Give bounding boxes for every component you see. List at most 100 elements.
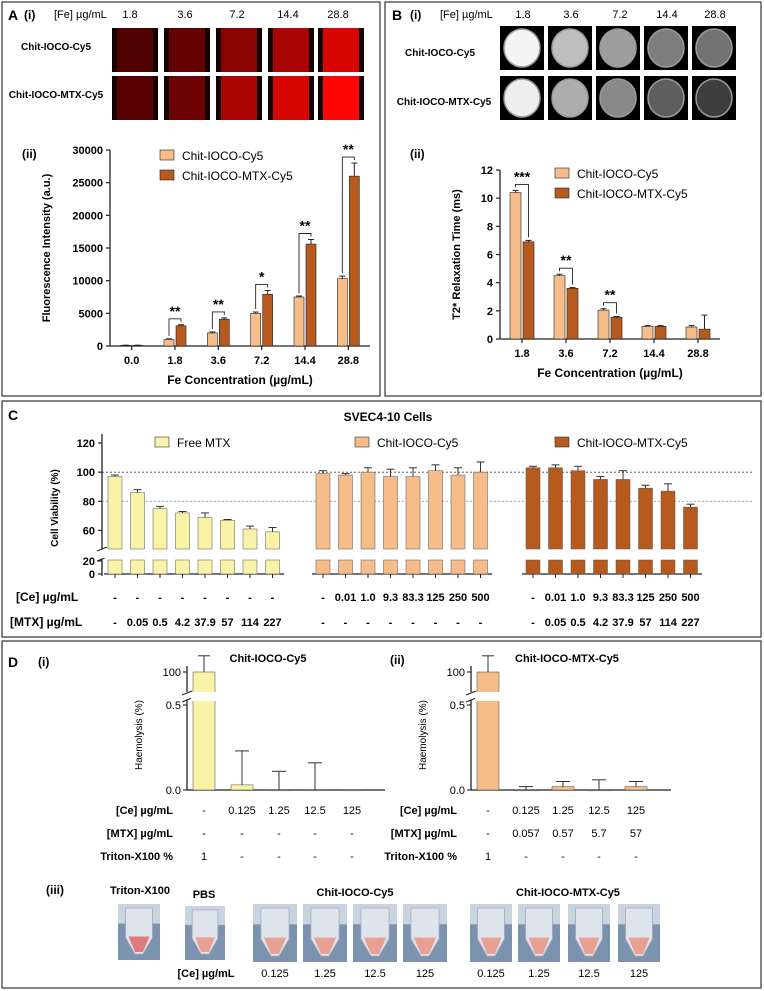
tile-edge-right — [205, 76, 210, 120]
bar-lower-segment — [242, 559, 258, 575]
bar-sample — [230, 784, 254, 791]
mtx-row-label: [MTX] µg/mL — [10, 615, 82, 629]
panel-a-frame — [1, 1, 381, 397]
tile-edge-left — [164, 76, 169, 120]
bar-lower-segment — [473, 559, 488, 575]
mtx-value: - — [240, 828, 244, 840]
ce-value: 125 — [343, 805, 361, 817]
bar-cy5 — [383, 476, 398, 550]
bar-mtx-cy5 — [349, 175, 360, 347]
tile-edge-right — [205, 28, 210, 72]
x-tick-label: 1.8 — [514, 348, 529, 360]
y-tick-label: 120 — [77, 438, 95, 450]
mtx-value: 0.05 — [545, 617, 566, 629]
bar-mtx-cy5 — [660, 490, 676, 550]
bar-cy5 — [428, 470, 443, 550]
axis-break — [181, 690, 193, 696]
ce-value: - — [203, 592, 207, 604]
x-tick-label: 1.8 — [167, 355, 182, 367]
bar-free-mtx — [107, 476, 123, 550]
triton-value: 1 — [201, 851, 207, 863]
bar-lower-segment — [525, 559, 541, 575]
bar-cy5 — [553, 275, 566, 340]
mtx-value: 114 — [241, 617, 260, 629]
bar-sample — [624, 786, 648, 791]
fluorescence-tile — [318, 28, 364, 72]
mtx-value: 0.05 — [127, 617, 148, 629]
triton-tube-liquid — [128, 936, 150, 952]
triton-value: - — [313, 851, 317, 863]
bar-sample — [340, 789, 364, 792]
axis-break — [96, 546, 108, 552]
bar-mtx-cy5 — [262, 294, 273, 347]
bar-lower-segment — [428, 559, 443, 575]
fluorescence-tile — [112, 28, 158, 72]
ce-value: 9.3 — [593, 592, 608, 604]
bar-cy5 — [685, 326, 698, 340]
panel-c-frame — [1, 400, 762, 638]
tube-label-group1: Chit-IOCO-Cy5 — [317, 887, 394, 899]
bar-lower-segment — [683, 559, 698, 575]
axis-break-gap — [475, 692, 501, 701]
triton-value: - — [350, 851, 354, 863]
x-tick-label: 7.2 — [602, 348, 617, 360]
tile-edge-left — [164, 28, 169, 72]
tube-conc-label: 12.5 — [578, 968, 599, 980]
y-tick-label: 0.5 — [450, 700, 465, 712]
bar-mtx-cy5 — [548, 467, 563, 550]
mtx-value: 57 — [630, 828, 642, 840]
panel-b-frame — [384, 1, 762, 397]
significance-marker: *** — [514, 168, 531, 184]
x-tick-label: 14.4 — [643, 348, 665, 360]
bar-cy5 — [315, 473, 331, 550]
ce-value: - — [113, 592, 117, 604]
fluorescence-tile — [164, 28, 210, 72]
ce-value: - — [202, 805, 206, 817]
fluorescence-tile — [164, 76, 210, 120]
bar-cy5 — [509, 192, 522, 340]
panel-d-letter: D — [8, 654, 18, 670]
bar-lower-segment — [405, 559, 421, 575]
tube-ce-label: [Ce] µg/mL — [177, 968, 234, 980]
y-tick-label: 15000 — [72, 243, 103, 255]
legend-label: Free MTX — [177, 436, 230, 450]
legend-label: Chit-IOCO-Cy5 — [182, 149, 264, 163]
ce-value: 0.01 — [545, 592, 566, 604]
tile-edge-right — [257, 76, 262, 120]
axis-break-gap — [191, 692, 217, 701]
tube-conc-label: 0.125 — [261, 968, 289, 980]
axis-break — [465, 697, 477, 703]
significance-marker: ** — [605, 287, 616, 303]
panel-a-sub-i: (i) — [24, 8, 35, 22]
tile-edge-right — [153, 28, 158, 72]
ce-value: 250 — [659, 592, 677, 604]
mri-phantom — [695, 28, 733, 68]
tube-label-group2: Chit-IOCO-MTX-Cy5 — [516, 887, 620, 899]
significance-bracket — [255, 284, 269, 310]
significance-bracket — [603, 302, 617, 314]
legend-swatch — [554, 436, 570, 448]
significance-marker: ** — [561, 252, 572, 268]
mtx-value: 0.5 — [570, 617, 585, 629]
x-tick-label: 0.0 — [124, 355, 139, 367]
panel-b-conc-label: 28.8 — [704, 9, 725, 21]
bar-lower-segment — [660, 559, 676, 575]
tube-conc-label: 125 — [416, 968, 434, 980]
mtx-value: - — [202, 828, 206, 840]
significance-marker: ** — [343, 141, 354, 157]
ce-value: - — [271, 592, 275, 604]
bar-mtx-cy5 — [638, 487, 653, 550]
mtx-value: 227 — [263, 617, 281, 629]
mtx-value: - — [350, 828, 354, 840]
significance-bracket — [168, 318, 182, 336]
mtx-cy5-tube-liquid — [578, 937, 600, 954]
tile-edge-right — [359, 28, 364, 72]
mtx-value: 0.57 — [552, 828, 573, 840]
tile-edge-left — [216, 28, 221, 72]
panel-a-conc-label: 14.4 — [277, 9, 298, 21]
panel-a-row-label-2: Chit-IOCO-MTX-Cy5 — [9, 90, 104, 101]
fluorescence-tile — [268, 76, 314, 120]
mtx-value: - — [479, 617, 483, 629]
bar-cy5 — [641, 326, 654, 340]
y-tick-label: 2 — [487, 306, 493, 318]
